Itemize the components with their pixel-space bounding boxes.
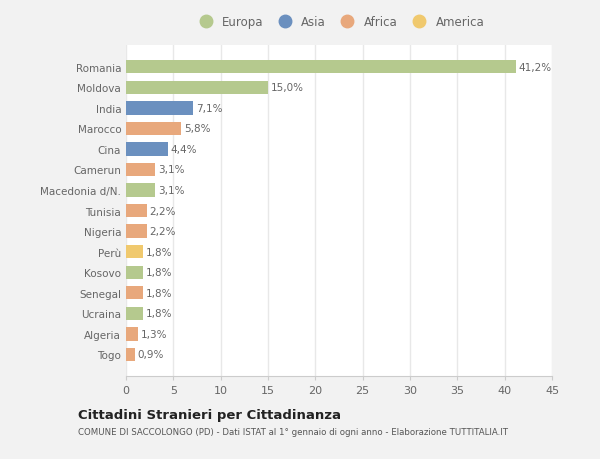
Legend: Europa, Asia, Africa, America: Europa, Asia, Africa, America	[190, 12, 488, 32]
Bar	[126, 184, 155, 197]
Text: 1,8%: 1,8%	[146, 268, 172, 278]
Bar	[126, 348, 134, 361]
Text: 1,8%: 1,8%	[146, 247, 172, 257]
Bar	[126, 81, 268, 95]
Text: 0,9%: 0,9%	[137, 350, 164, 360]
Text: 3,1%: 3,1%	[158, 165, 185, 175]
Bar	[126, 225, 147, 238]
Bar	[126, 328, 139, 341]
Bar	[126, 266, 143, 280]
Bar	[126, 246, 143, 259]
Text: 1,3%: 1,3%	[141, 329, 167, 339]
Text: 15,0%: 15,0%	[271, 83, 304, 93]
Text: Cittadini Stranieri per Cittadinanza: Cittadini Stranieri per Cittadinanza	[78, 408, 341, 421]
Text: 5,8%: 5,8%	[184, 124, 210, 134]
Bar	[126, 123, 181, 136]
Bar	[126, 204, 147, 218]
Text: 7,1%: 7,1%	[196, 104, 223, 113]
Text: 3,1%: 3,1%	[158, 185, 185, 196]
Bar	[126, 61, 516, 74]
Bar	[126, 143, 167, 156]
Bar	[126, 286, 143, 300]
Bar	[126, 163, 155, 177]
Text: 41,2%: 41,2%	[519, 62, 552, 73]
Text: 2,2%: 2,2%	[149, 227, 176, 237]
Text: 1,8%: 1,8%	[146, 309, 172, 319]
Bar	[126, 102, 193, 115]
Text: 4,4%: 4,4%	[170, 145, 197, 155]
Bar	[126, 307, 143, 320]
Text: COMUNE DI SACCOLONGO (PD) - Dati ISTAT al 1° gennaio di ogni anno - Elaborazione: COMUNE DI SACCOLONGO (PD) - Dati ISTAT a…	[78, 427, 508, 436]
Text: 1,8%: 1,8%	[146, 288, 172, 298]
Text: 2,2%: 2,2%	[149, 206, 176, 216]
